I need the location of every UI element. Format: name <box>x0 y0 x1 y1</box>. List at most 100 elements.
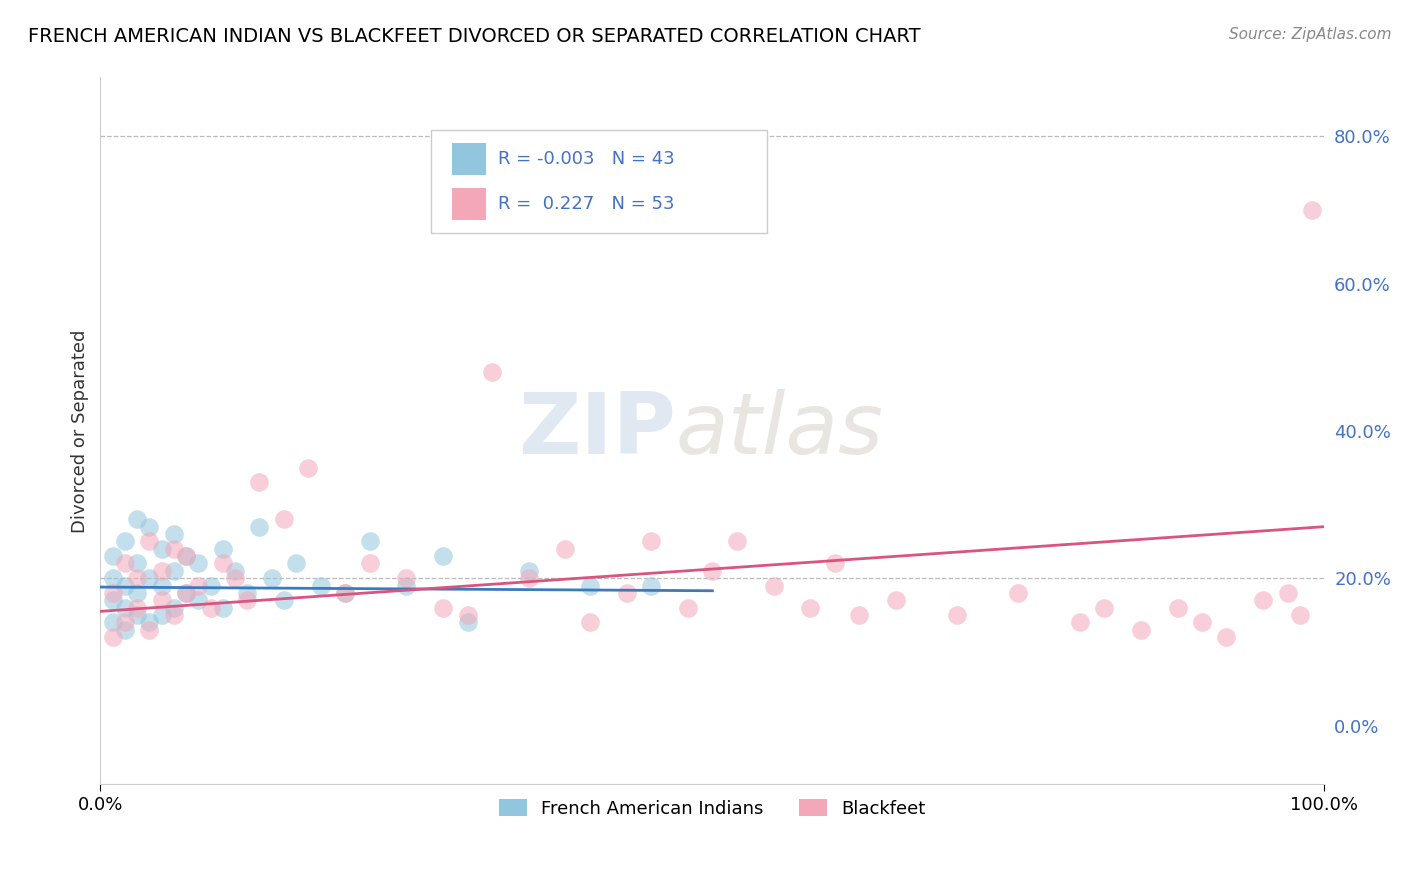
Point <box>200 600 222 615</box>
FancyBboxPatch shape <box>451 188 486 220</box>
Point <box>359 534 381 549</box>
Point <box>1289 608 1312 623</box>
Point <box>150 541 173 556</box>
Point <box>884 593 907 607</box>
Point <box>174 549 197 563</box>
Point <box>273 512 295 526</box>
Text: Source: ZipAtlas.com: Source: ZipAtlas.com <box>1229 27 1392 42</box>
Point <box>1191 615 1213 630</box>
Point <box>249 475 271 490</box>
Point <box>333 586 356 600</box>
Point <box>174 549 197 563</box>
Point <box>395 578 418 592</box>
Point <box>114 600 136 615</box>
Point <box>163 600 186 615</box>
Point <box>297 460 319 475</box>
Point <box>333 586 356 600</box>
Point <box>101 586 124 600</box>
Point <box>249 519 271 533</box>
Point <box>236 593 259 607</box>
Point <box>395 571 418 585</box>
Point <box>114 534 136 549</box>
Text: ZIP: ZIP <box>517 390 676 473</box>
Point <box>114 578 136 592</box>
Point <box>138 519 160 533</box>
Y-axis label: Divorced or Separated: Divorced or Separated <box>72 329 89 533</box>
Point <box>114 557 136 571</box>
Point <box>150 593 173 607</box>
Point <box>125 557 148 571</box>
Point <box>616 586 638 600</box>
Point <box>200 578 222 592</box>
Text: atlas: atlas <box>676 390 883 473</box>
Point <box>309 578 332 592</box>
Point <box>101 630 124 644</box>
Point <box>1092 600 1115 615</box>
FancyBboxPatch shape <box>430 130 768 233</box>
Point <box>174 586 197 600</box>
Point <box>101 571 124 585</box>
Point <box>224 571 246 585</box>
Point <box>517 571 540 585</box>
Point <box>702 564 724 578</box>
Point <box>138 615 160 630</box>
Text: R = -0.003   N = 43: R = -0.003 N = 43 <box>498 150 675 168</box>
Text: FRENCH AMERICAN INDIAN VS BLACKFEET DIVORCED OR SEPARATED CORRELATION CHART: FRENCH AMERICAN INDIAN VS BLACKFEET DIVO… <box>28 27 921 45</box>
Point <box>211 541 233 556</box>
Point <box>150 608 173 623</box>
Legend: French American Indians, Blackfeet: French American Indians, Blackfeet <box>492 792 932 825</box>
Point <box>1166 600 1188 615</box>
Point <box>946 608 969 623</box>
Point <box>236 586 259 600</box>
Point <box>554 541 576 556</box>
Point <box>517 564 540 578</box>
Point <box>260 571 283 585</box>
Point <box>640 578 662 592</box>
Point <box>1277 586 1299 600</box>
Point <box>211 600 233 615</box>
Point <box>138 534 160 549</box>
Point <box>432 600 454 615</box>
Point <box>125 571 148 585</box>
Point <box>187 557 209 571</box>
Point <box>432 549 454 563</box>
Point <box>273 593 295 607</box>
Point <box>224 564 246 578</box>
Point <box>1007 586 1029 600</box>
Point <box>762 578 785 592</box>
Point <box>579 578 602 592</box>
Point <box>187 593 209 607</box>
Point <box>824 557 846 571</box>
Point <box>579 615 602 630</box>
Point <box>848 608 870 623</box>
Point <box>125 600 148 615</box>
Point <box>163 527 186 541</box>
Point <box>101 593 124 607</box>
Point <box>138 571 160 585</box>
Point <box>457 615 479 630</box>
Point <box>163 608 186 623</box>
Point <box>125 586 148 600</box>
Point <box>114 615 136 630</box>
Point <box>457 608 479 623</box>
Point <box>211 557 233 571</box>
Point <box>676 600 699 615</box>
Point <box>163 564 186 578</box>
FancyBboxPatch shape <box>451 144 486 175</box>
Point <box>187 578 209 592</box>
Point <box>799 600 821 615</box>
Text: R =  0.227   N = 53: R = 0.227 N = 53 <box>498 195 675 213</box>
Point <box>359 557 381 571</box>
Point <box>114 623 136 637</box>
Point <box>150 564 173 578</box>
Point <box>640 534 662 549</box>
Point <box>1251 593 1274 607</box>
Point <box>125 512 148 526</box>
Point <box>174 586 197 600</box>
Point <box>1129 623 1152 637</box>
Point <box>725 534 748 549</box>
Point <box>101 549 124 563</box>
Point <box>285 557 308 571</box>
Point <box>1301 202 1323 217</box>
Point <box>125 608 148 623</box>
